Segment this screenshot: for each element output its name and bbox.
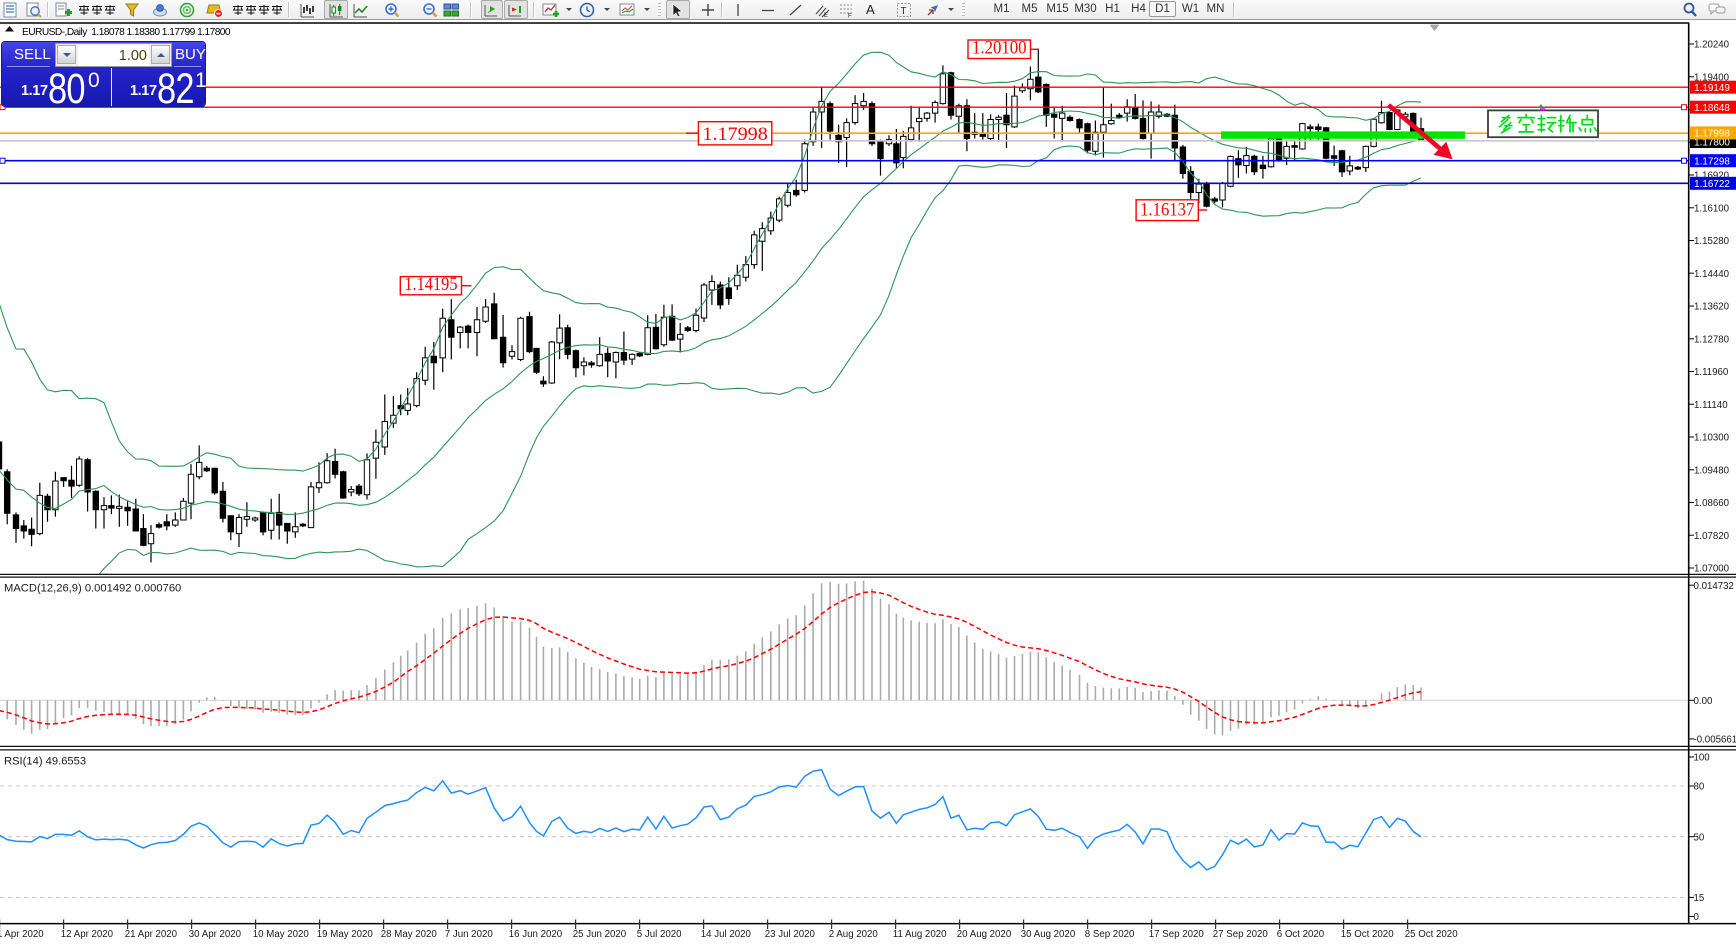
svg-text:1.20100: 1.20100 [972, 39, 1027, 59]
svg-text:1.19400: 1.19400 [1694, 72, 1730, 83]
svg-text:1.15280: 1.15280 [1694, 236, 1730, 247]
svg-text:14 Jul 2020: 14 Jul 2020 [701, 929, 752, 940]
svg-text:1.16100: 1.16100 [1694, 203, 1730, 214]
svg-text:1.16722: 1.16722 [1694, 179, 1730, 190]
svg-text:E: E [824, 13, 828, 19]
svg-text:1.08660: 1.08660 [1694, 498, 1730, 509]
svg-text:1.14195: 1.14195 [404, 275, 457, 295]
svg-text:28 May 2020: 28 May 2020 [381, 929, 438, 940]
svg-text:6 Oct 2020: 6 Oct 2020 [1277, 929, 1325, 940]
svg-text:1.18648: 1.18648 [1694, 103, 1730, 114]
svg-text:0.00: 0.00 [1694, 696, 1713, 707]
svg-text:17 Sep 2020: 17 Sep 2020 [1149, 929, 1205, 940]
svg-text:1 Apr 2020: 1 Apr 2020 [0, 929, 44, 940]
svg-text:1.07000: 1.07000 [1694, 564, 1730, 575]
svg-text:2 Aug 2020: 2 Aug 2020 [829, 929, 879, 940]
svg-text:25 Oct 2020: 25 Oct 2020 [1405, 929, 1458, 940]
svg-text:1.16920: 1.16920 [1694, 171, 1730, 182]
svg-text:1.12780: 1.12780 [1694, 334, 1730, 345]
svg-text:RSI(14) 49.6553: RSI(14) 49.6553 [4, 756, 86, 768]
svg-text:10 May 2020: 10 May 2020 [253, 929, 310, 940]
svg-text:1.13620: 1.13620 [1694, 302, 1730, 313]
svg-text:1.11960: 1.11960 [1694, 367, 1729, 378]
svg-text:1.17800: 1.17800 [1694, 137, 1730, 148]
svg-text:1.14440: 1.14440 [1694, 269, 1730, 280]
svg-text:11 Aug 2020: 11 Aug 2020 [893, 929, 947, 940]
svg-text:8 Sep 2020: 8 Sep 2020 [1085, 929, 1135, 940]
svg-text:0.014732: 0.014732 [1694, 581, 1734, 592]
svg-text:1.11140: 1.11140 [1694, 400, 1728, 411]
svg-text:MACD(12,26,9) 0.001492 0.00076: MACD(12,26,9) 0.001492 0.000760 [4, 583, 181, 595]
svg-text:1.17998: 1.17998 [1694, 129, 1730, 140]
svg-text:5 Jul 2020: 5 Jul 2020 [637, 929, 682, 940]
svg-text:15: 15 [1694, 893, 1705, 904]
svg-text:1.10300: 1.10300 [1694, 433, 1730, 444]
svg-text:23 Jul 2020: 23 Jul 2020 [765, 929, 816, 940]
svg-text:1.09480: 1.09480 [1694, 465, 1730, 476]
svg-text:1.19149: 1.19149 [1694, 83, 1730, 94]
svg-text:100: 100 [1694, 753, 1711, 764]
svg-text:1.17998: 1.17998 [702, 125, 767, 145]
svg-text:21 Apr 2020: 21 Apr 2020 [125, 929, 178, 940]
svg-text:25 Jun 2020: 25 Jun 2020 [573, 929, 627, 940]
svg-text:1.20240: 1.20240 [1694, 40, 1730, 51]
svg-text:F: F [848, 14, 852, 20]
svg-text:30 Apr 2020: 30 Apr 2020 [189, 929, 242, 940]
svg-text:27 Sep 2020: 27 Sep 2020 [1213, 929, 1269, 940]
svg-text:1.07820: 1.07820 [1694, 531, 1730, 542]
svg-text:50: 50 [1694, 832, 1705, 843]
svg-text:7 Jun 2020: 7 Jun 2020 [445, 929, 494, 940]
svg-text:16 Jun 2020: 16 Jun 2020 [509, 929, 563, 940]
svg-text:15 Oct 2020: 15 Oct 2020 [1341, 929, 1394, 940]
svg-text:-0.005661: -0.005661 [1694, 735, 1736, 746]
svg-text:19 May 2020: 19 May 2020 [317, 929, 374, 940]
svg-text:30 Aug 2020: 30 Aug 2020 [1021, 929, 1076, 940]
svg-text:T: T [901, 6, 907, 17]
svg-text:0: 0 [1694, 912, 1700, 923]
svg-text:1.17298: 1.17298 [1694, 157, 1730, 168]
svg-text:80: 80 [1694, 782, 1705, 793]
svg-text:12 Apr 2020: 12 Apr 2020 [61, 929, 114, 940]
svg-text:EURUSD-,Daily 1.18078 1.18380: EURUSD-,Daily 1.18078 1.18380 1.17799 1.… [22, 27, 231, 38]
svg-text:1.16137: 1.16137 [1140, 201, 1194, 221]
svg-text:20 Aug 2020: 20 Aug 2020 [957, 929, 1012, 940]
